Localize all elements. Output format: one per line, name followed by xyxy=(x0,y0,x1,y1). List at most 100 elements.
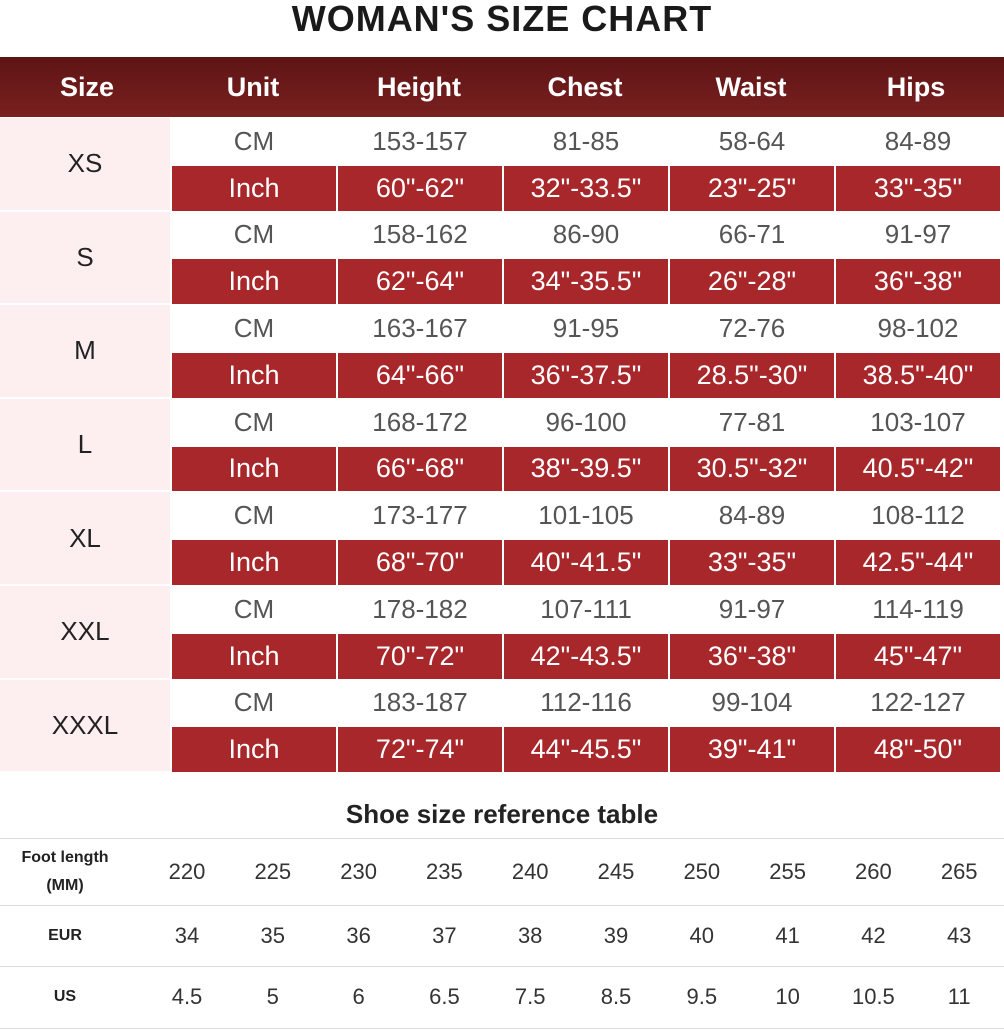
shoe-value: 38 xyxy=(517,922,543,948)
cm-cell: 99-104 xyxy=(670,680,834,726)
cm-cell: 122-127 xyxy=(836,680,1000,726)
cm-cell: 84-89 xyxy=(836,119,1000,164)
inch-cell: 66"-68" xyxy=(338,446,502,492)
header-cell: Unit xyxy=(226,71,280,102)
inch-cell: 70"-72" xyxy=(338,633,502,679)
inch-cell: 36"-38" xyxy=(836,259,1000,305)
cm-cell: 86-90 xyxy=(504,212,668,258)
inch-cell: 42"-43.5" xyxy=(504,633,668,679)
shoe-value: 8.5 xyxy=(600,984,632,1009)
size-cell: XXXL xyxy=(0,679,170,772)
inch-cell: Inch xyxy=(172,353,336,398)
cm-cell: 153-157 xyxy=(338,119,502,164)
inch-cell: 30.5"-32" xyxy=(670,446,834,492)
header-cell: Waist xyxy=(715,71,787,102)
shoe-value: 255 xyxy=(769,858,806,884)
inch-cell: Inch xyxy=(172,633,336,679)
header-cell: Size xyxy=(59,71,115,102)
cm-cell: 81-85 xyxy=(504,119,668,164)
cm-cell: CM xyxy=(172,493,336,539)
inch-cell: 62"-64" xyxy=(338,259,502,305)
cm-cell: CM xyxy=(172,119,336,164)
cm-cell: CM xyxy=(172,680,336,726)
shoe-value: 265 xyxy=(940,858,978,884)
shoe-value: 4.5 xyxy=(171,984,203,1009)
header-cell: Chest xyxy=(547,71,623,102)
title: WOMAN'S SIZE CHART xyxy=(291,0,713,39)
shoe-value: 37 xyxy=(432,922,457,948)
shoe-value: 10.5 xyxy=(851,984,895,1009)
cm-cell: 163-167 xyxy=(338,306,502,351)
header-cell: Height xyxy=(377,71,461,102)
inch-cell: 36"-37.5" xyxy=(504,353,668,398)
inch-cell: Inch xyxy=(172,259,336,305)
inch-cell: Inch xyxy=(172,540,336,585)
shoe-value: 250 xyxy=(683,858,721,884)
shoe-value: 39 xyxy=(603,922,629,948)
inch-cell: 68"-70" xyxy=(338,540,502,585)
inch-cell: 42.5"-44" xyxy=(836,540,1000,585)
shoe-value: 5 xyxy=(266,984,279,1009)
rule xyxy=(0,905,1004,906)
inch-cell: 40.5"-42" xyxy=(836,446,1000,492)
cm-cell: 91-95 xyxy=(504,306,668,351)
cm-cell: CM xyxy=(172,587,336,632)
shoe-value: 41 xyxy=(775,922,800,948)
header-band xyxy=(0,57,1004,117)
inch-cell: Inch xyxy=(172,727,336,773)
cm-cell: CM xyxy=(172,212,336,258)
cm-cell: 173-177 xyxy=(338,493,502,539)
shoe-value: 245 xyxy=(597,858,635,884)
cm-cell: 112-116 xyxy=(504,680,668,726)
inch-cell: 44"-45.5" xyxy=(504,727,668,773)
shoe-value: 230 xyxy=(340,858,377,884)
shoe-value: 6.5 xyxy=(429,984,460,1009)
cm-cell: 108-112 xyxy=(836,493,1000,539)
inch-cell: 40"-41.5" xyxy=(504,540,668,585)
shoe-value: 36 xyxy=(346,922,371,948)
cm-cell: 107-111 xyxy=(504,587,668,632)
shoe-label: Foot length (MM) xyxy=(21,848,109,894)
shoe-value: 40 xyxy=(689,922,715,948)
inch-cell: 60"-62" xyxy=(338,165,502,211)
inch-cell: 45"-47" xyxy=(836,633,1000,679)
shoe-value: 35 xyxy=(260,922,286,948)
rule xyxy=(0,1028,1004,1029)
shoe-value: 235 xyxy=(426,858,463,884)
shoe-value: 7.5 xyxy=(514,984,546,1009)
cm-cell: CM xyxy=(172,399,336,445)
cm-cell: 58-64 xyxy=(670,119,834,164)
size-cell: L xyxy=(0,398,170,491)
inch-cell: 34"-35.5" xyxy=(504,259,668,305)
shoe-value: 260 xyxy=(855,858,892,884)
inch-cell: 72"-74" xyxy=(338,727,502,773)
inch-cell: 32"-33.5" xyxy=(504,165,668,211)
inch-cell: 38.5"-40" xyxy=(836,353,1000,398)
cm-cell: 98-102 xyxy=(836,306,1000,351)
shoe-value: 220 xyxy=(168,858,206,884)
inch-cell: 28.5"-30" xyxy=(670,353,834,398)
inch-cell: 38"-39.5" xyxy=(504,446,668,492)
shoe-value: 225 xyxy=(254,858,292,884)
cm-cell: 96-100 xyxy=(504,399,668,445)
shoe-value: 240 xyxy=(511,858,549,884)
shoe-value: 34 xyxy=(174,922,200,948)
cm-cell: 84-89 xyxy=(670,493,834,539)
shoe-value: 42 xyxy=(861,922,886,948)
inch-cell: 33"-35" xyxy=(836,165,1000,211)
cm-cell: 114-119 xyxy=(836,587,1000,632)
shoe-value: 10 xyxy=(775,984,800,1009)
inch-cell: 39"-41" xyxy=(670,727,834,773)
shoe-value: 6 xyxy=(352,984,365,1009)
size-cell: XL xyxy=(0,492,170,584)
inch-cell: Inch xyxy=(172,165,336,211)
rule xyxy=(0,838,1004,839)
inch-cell: 33"-35" xyxy=(670,540,834,585)
cm-cell: 72-76 xyxy=(670,306,834,351)
inch-cell: 23"-25" xyxy=(670,165,834,211)
cm-cell: 66-71 xyxy=(670,212,834,258)
size-cell: S xyxy=(0,211,170,304)
inch-cell: 36"-38" xyxy=(670,633,834,679)
cm-cell: 91-97 xyxy=(670,587,834,632)
cm-cell: 77-81 xyxy=(670,399,834,445)
